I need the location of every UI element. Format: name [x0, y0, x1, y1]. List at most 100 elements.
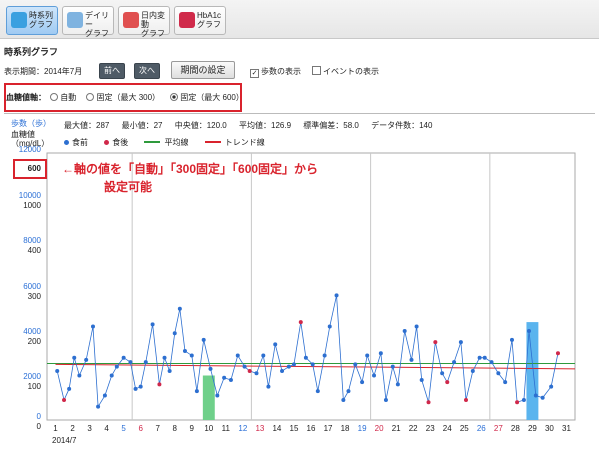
x-tick-label: 19 — [358, 424, 367, 433]
glucose-axis-title-line1: 血糖値 — [11, 130, 35, 139]
before-meal-point — [90, 324, 95, 329]
stat-min: 最小値：27 — [121, 121, 163, 130]
x-tick-label: 31 — [562, 424, 571, 433]
after-meal-point — [247, 369, 252, 374]
x-tick-label: 26 — [477, 424, 486, 433]
before-meal-point — [273, 342, 278, 347]
before-meal-point — [177, 306, 182, 311]
after-meal-point — [515, 400, 520, 405]
axis-option-600[interactable]: 固定（最大 600） — [170, 93, 244, 102]
before-meal-point — [67, 386, 72, 391]
tab-label-line1: デイリー — [85, 11, 109, 29]
before-meal-point — [360, 380, 365, 385]
legend-before-label: 食前 — [72, 138, 88, 147]
after-meal-point — [433, 340, 438, 345]
x-tick-label: 5 — [121, 424, 126, 433]
before-meal-point — [372, 373, 377, 378]
events-checkbox[interactable]: イベントの表示 — [312, 66, 379, 77]
before-meal-point — [402, 329, 407, 333]
x-tick-label: 18 — [341, 424, 350, 433]
before-meal-point — [72, 355, 77, 360]
before-meal-point — [458, 340, 463, 345]
legend-trend-label: トレンド線 — [224, 138, 265, 147]
glucose-tick-label: 1000 — [23, 201, 41, 210]
before-meal-point — [315, 389, 320, 394]
before-meal-point — [77, 373, 82, 378]
x-tick-label: 23 — [426, 424, 435, 433]
x-tick-label: 2 — [70, 424, 75, 433]
calendar-icon — [67, 12, 83, 28]
radio-icon — [86, 93, 95, 101]
tab-timeseries-graph[interactable]: 時系列 グラフ — [6, 6, 58, 35]
drop-icon — [179, 12, 195, 28]
before-meal-point — [215, 393, 220, 398]
x-tick-label: 17 — [324, 424, 333, 433]
before-meal-point — [341, 397, 346, 402]
tab-label-line1: HbA1c — [197, 11, 222, 20]
x-tick-label: 10 — [204, 424, 213, 433]
glucose-series-line — [56, 295, 559, 408]
axis-option-600-label: 固定（最大 600） — [180, 93, 244, 102]
before-meal-point — [303, 355, 308, 360]
checkbox-empty-icon — [312, 66, 321, 75]
stat-max: 最大値：287 — [64, 121, 110, 130]
tab-daily-graph[interactable]: デイリー グラフ — [62, 6, 114, 38]
steps-tick-label: 6000 — [23, 282, 41, 291]
steps-axis-title: 歩数（歩） — [11, 119, 51, 128]
before-meal-point — [150, 322, 155, 327]
axis-option-auto-label: 自動 — [60, 93, 77, 102]
after-meal-point — [426, 400, 431, 405]
after-meal-point — [62, 397, 67, 402]
tab-label-line1: 時系列 — [29, 11, 53, 20]
before-meal-point — [235, 353, 240, 358]
x-tick-label: 24 — [443, 424, 452, 433]
legend-line-icon — [144, 141, 161, 143]
steps-bar — [202, 375, 215, 420]
legend-dot-icon — [64, 140, 69, 145]
stat-count: データ件数：140 — [371, 121, 433, 130]
tab-label-line2: グラフ — [29, 20, 53, 29]
y-max-highlight — [13, 159, 47, 179]
legend-dot-icon — [104, 140, 110, 145]
before-meal-point — [440, 371, 445, 376]
period-settings-button[interactable]: 期間の設定 — [171, 61, 235, 79]
before-meal-point — [503, 380, 508, 385]
axis-option-auto[interactable]: 自動 — [50, 93, 76, 102]
legend-average-line: 平均線 — [144, 138, 188, 147]
before-meal-point — [201, 337, 206, 342]
next-button[interactable]: 次へ — [134, 63, 160, 79]
glucose-tick-label: 100 — [28, 382, 42, 391]
before-meal-point — [521, 397, 526, 402]
before-meal-point — [128, 360, 133, 365]
before-meal-point — [194, 389, 199, 394]
before-meal-point — [353, 362, 358, 367]
x-tick-label: 20 — [375, 424, 384, 433]
before-meal-point — [114, 364, 119, 369]
before-meal-point — [133, 386, 138, 391]
axis-option-300[interactable]: 固定（最大 300） — [86, 93, 160, 102]
x-tick-label: 29 — [528, 424, 537, 433]
before-meal-point — [96, 404, 101, 409]
after-meal-point — [463, 397, 468, 402]
legend-line-icon — [204, 141, 221, 143]
glucose-tick-label: 0 — [37, 422, 42, 431]
glucose-tick-label: 300 — [28, 292, 42, 301]
x-tick-label: 13 — [255, 424, 264, 433]
tab-hba1c-graph[interactable]: HbA1c グラフ — [174, 6, 226, 35]
steps-checkbox[interactable]: ✓ 歩数の表示 — [250, 66, 301, 78]
glucose-tick-label: 400 — [28, 246, 42, 255]
month-label: 2014/7 — [52, 436, 77, 445]
steps-tick-label: 8000 — [23, 236, 41, 245]
divider — [4, 113, 595, 114]
period-label: 表示期間：2014年7月 — [4, 67, 83, 76]
before-meal-point — [390, 364, 395, 369]
stat-average: 平均値：126.9 — [239, 121, 292, 130]
before-meal-point — [477, 355, 482, 360]
tab-intraday-graph[interactable]: 日内変動 グラフ — [118, 6, 170, 38]
legend-before-meal: 食前 — [64, 138, 88, 147]
before-meal-point — [167, 369, 172, 374]
steps-tick-label: 2000 — [23, 372, 41, 381]
prev-button[interactable]: 前へ — [99, 63, 125, 79]
x-tick-label: 28 — [511, 424, 520, 433]
